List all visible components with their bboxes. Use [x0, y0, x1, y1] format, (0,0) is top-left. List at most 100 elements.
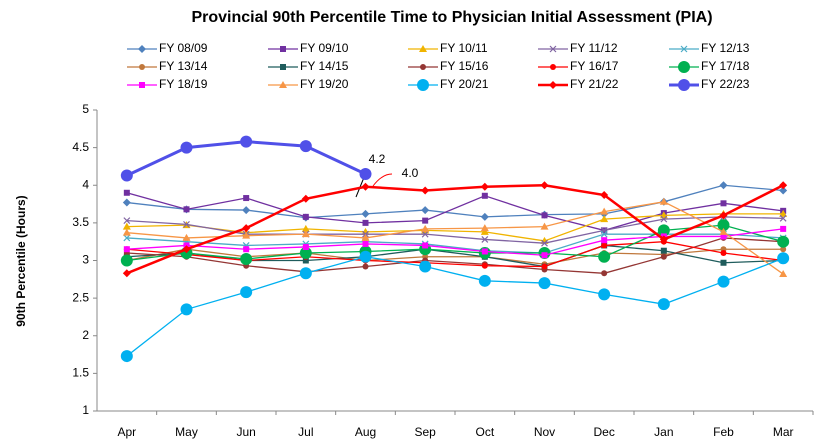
legend-marker	[417, 79, 429, 91]
marker	[183, 206, 190, 213]
legend-label: FY 10/11	[440, 41, 488, 55]
marker	[720, 200, 727, 207]
marker	[717, 275, 730, 288]
marker	[598, 250, 611, 263]
marker	[421, 186, 430, 195]
marker	[600, 191, 609, 200]
chart-title: Provincial 90th Percentile Time to Physi…	[191, 9, 712, 26]
series-line	[126, 184, 784, 219]
marker	[361, 209, 370, 218]
marker	[122, 228, 131, 236]
y-tick-label: 4.5	[72, 140, 89, 154]
marker	[600, 215, 609, 223]
marker	[421, 224, 430, 232]
legend-marker	[549, 81, 557, 89]
marker	[183, 220, 190, 228]
marker	[601, 237, 608, 244]
marker	[123, 246, 130, 253]
series-line	[126, 201, 784, 275]
marker	[123, 217, 131, 225]
x-tick-label: Jun	[236, 425, 255, 439]
marker	[480, 224, 489, 232]
legend-label: FY 19/20	[300, 77, 349, 91]
marker	[538, 277, 551, 290]
legend-label: FY 12/13	[701, 41, 750, 55]
marker	[779, 186, 788, 195]
marker	[660, 215, 668, 223]
marker	[359, 250, 372, 263]
marker	[541, 239, 548, 247]
marker	[659, 197, 668, 205]
x-tick-label: Sep	[414, 425, 436, 439]
marker	[240, 135, 253, 148]
y-tick-label: 2	[82, 328, 89, 342]
legend-marker	[678, 61, 690, 73]
x-tick-label: Feb	[713, 425, 734, 439]
marker	[481, 236, 489, 243]
leader-line	[372, 173, 393, 187]
marker	[362, 219, 369, 226]
x-tick-label: Dec	[593, 425, 614, 439]
marker	[720, 249, 727, 256]
marker	[540, 222, 549, 230]
marker	[302, 243, 309, 250]
y-tick-label: 2.5	[72, 290, 89, 304]
marker	[361, 227, 370, 235]
legend-label: FY 09/10	[300, 41, 349, 55]
marker	[481, 192, 488, 199]
marker	[659, 235, 668, 244]
marker	[657, 224, 670, 237]
marker	[779, 209, 788, 217]
x-tick-label: Jul	[298, 425, 313, 439]
x-tick-label: Jan	[654, 425, 673, 439]
marker	[601, 242, 608, 249]
x-tick-label: Apr	[117, 425, 136, 439]
y-tick-label: 3.5	[72, 215, 89, 229]
marker	[777, 252, 790, 265]
marker	[299, 140, 312, 153]
series-line	[126, 192, 784, 232]
annotation: 4.2	[369, 152, 386, 166]
marker	[779, 270, 788, 278]
legend-marker	[680, 45, 688, 53]
marker	[598, 288, 611, 301]
legend-label: FY 15/16	[440, 59, 489, 73]
legend-marker	[550, 64, 556, 70]
marker	[660, 253, 667, 260]
x-tick-label: May	[175, 425, 198, 439]
legend-label: FY 21/22	[570, 77, 619, 91]
series-line	[126, 224, 784, 262]
marker	[720, 233, 727, 240]
legend-marker	[419, 45, 427, 52]
legend-label: FY 20/21	[440, 77, 489, 91]
marker	[242, 206, 251, 215]
legend-marker	[138, 45, 146, 53]
legend-marker	[549, 45, 557, 53]
marker	[359, 167, 372, 180]
marker	[240, 286, 253, 299]
legend-marker	[678, 79, 690, 91]
marker	[120, 350, 133, 363]
marker	[120, 254, 133, 267]
marker	[301, 224, 310, 232]
marker	[719, 181, 728, 190]
marker	[419, 260, 432, 273]
legend-label: FY 18/19	[159, 77, 208, 91]
marker	[541, 212, 548, 219]
series-line	[126, 237, 784, 274]
legend-marker	[280, 64, 286, 70]
marker	[422, 242, 429, 249]
marker	[301, 194, 310, 203]
marker	[299, 246, 312, 259]
marker	[421, 206, 430, 215]
legend-label: FY 17/18	[701, 59, 750, 73]
marker	[243, 195, 250, 202]
y-tick-label: 1.5	[72, 366, 89, 380]
legend-label: FY 16/17	[570, 59, 619, 73]
marker	[779, 181, 788, 190]
y-axis-label: 90th Percentile (Hours)	[14, 195, 28, 326]
x-tick-label: Mar	[773, 425, 794, 439]
marker	[480, 212, 489, 221]
marker	[123, 234, 131, 242]
